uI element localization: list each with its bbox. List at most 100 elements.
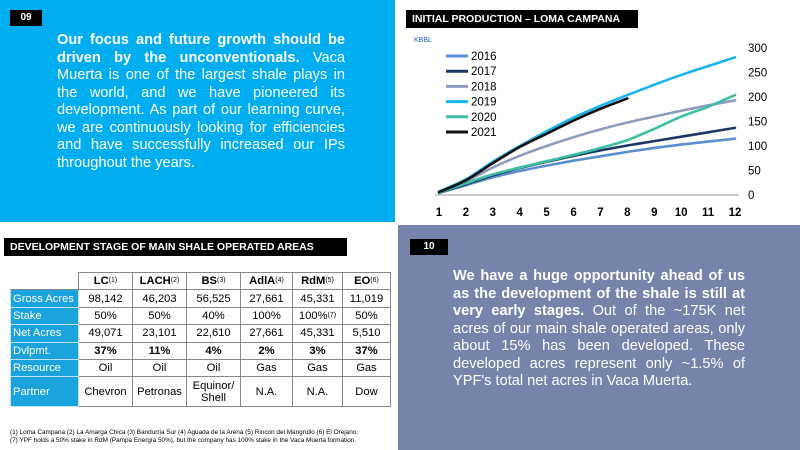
table-cell: 4% (186, 341, 241, 360)
y-tick-label: 150 (748, 117, 767, 129)
y-tick-label: 300 (748, 43, 767, 55)
x-tick-label: 6 (570, 207, 576, 219)
slide-09-body: Vaca Muerta is one of the largest shale … (57, 49, 345, 171)
table-cell: 23,101 (132, 324, 187, 343)
table-cell: Gas (292, 358, 343, 378)
legend-label-2018: 2018 (471, 81, 497, 93)
x-tick-label: 11 (702, 207, 715, 219)
table-row-gross-acres: Gross Acres 98,142 46,203 56,525 27,661 … (10, 289, 391, 308)
series-line-2020 (437, 93, 737, 194)
table-row-development: Dvlpmt. 37% 11% 4% 2% 3% 37% (10, 341, 391, 360)
x-tick-label: 1 (436, 207, 443, 219)
table-cell: 50% (342, 306, 391, 326)
x-tick-label: 3 (490, 207, 496, 219)
legend-label-2019: 2019 (471, 97, 497, 109)
table-cell: 98,142 (78, 289, 133, 308)
table-row-partner: Partner Chevron Petronas Equinor/ Shell … (10, 376, 391, 408)
table-corner-cell (10, 272, 79, 291)
legend-label-2020: 2020 (471, 112, 497, 124)
slide-09-text: Our focus and future growth should be dr… (57, 32, 345, 172)
table-cell: 45,331 (292, 324, 343, 343)
table-cell: Gas (342, 358, 391, 378)
table-cell: Dow (342, 376, 391, 408)
table-row-net-acres: Net Acres 49,071 23,101 22,610 27,661 45… (10, 324, 391, 343)
legend-label-2016: 2016 (471, 51, 497, 63)
table-cell: 50% (78, 306, 133, 326)
table-cell: 27,661 (240, 289, 293, 308)
table-cell: 50% (132, 306, 187, 326)
table-cell: 3% (292, 341, 343, 360)
table-cell: 11% (132, 341, 187, 360)
table-cell: Oil (78, 358, 133, 378)
footnote-2: (7) YPF holds a 50% stake in RdM (Pampa … (10, 437, 357, 444)
table-cell: 27,661 (240, 324, 293, 343)
x-tick-label: 4 (517, 207, 524, 219)
table-cell: 11,019 (342, 289, 391, 308)
table-cell: 56,525 (186, 289, 241, 308)
table-cell: 46,203 (132, 289, 187, 308)
column-header-adla: AdlA(4) (240, 271, 293, 291)
table-cell: Petronas (132, 376, 187, 408)
x-tick-label: 2 (463, 207, 469, 219)
row-label: Gross Acres (10, 289, 79, 308)
column-header-eo: EO(6) (342, 271, 391, 291)
legend-label-2017: 2017 (471, 66, 497, 78)
column-header-lc: LC(1) (78, 271, 133, 291)
table-cell: Oil (132, 358, 187, 378)
table-cell: 5,510 (342, 324, 391, 343)
table-cell: 2% (240, 341, 293, 360)
legend-label-2021: 2021 (471, 127, 497, 139)
slide-09-lead: Our focus and future growth should be dr… (57, 32, 345, 66)
chart-panel: INITIAL PRODUCTION – LOMA CAMPANA KBBL 1… (398, 0, 800, 222)
table-cell: N.A. (240, 376, 293, 408)
table-cell: Chevron (78, 376, 133, 408)
slide-10-body: Out of the ~175K net acres of our main s… (453, 303, 745, 389)
slide-number-10: 10 (410, 239, 448, 255)
x-tick-label: 8 (624, 207, 631, 219)
table-cell: 49,071 (78, 324, 133, 343)
row-label: Partner (10, 376, 79, 408)
y-tick-label: 250 (748, 68, 767, 80)
x-tick-label: 9 (651, 207, 657, 219)
series-line-2016 (437, 137, 737, 195)
slide-10-panel: 10 We have a huge opportunity ahead of u… (398, 225, 800, 450)
table-row-resource: Resource Oil Oil Oil Gas Gas Gas (10, 358, 391, 378)
table-cell: 37% (78, 341, 133, 360)
slide-10-lead: We have a huge opportunity ahead of us a… (453, 268, 745, 319)
x-tick-label: 12 (729, 207, 742, 219)
series-line-2018 (437, 99, 737, 194)
x-tick-label: 10 (675, 207, 688, 219)
series-line-2021 (437, 97, 629, 194)
column-header-lach: LACH(2) (132, 271, 187, 291)
table-cell: 40% (186, 306, 241, 326)
x-tick-label: 5 (543, 207, 550, 219)
development-table: LC(1) LACH(2) BS(3) AdlA(4) RdM(5) EO(6)… (10, 271, 391, 408)
table-cell: Gas (240, 358, 293, 378)
table-cell: 37% (342, 341, 391, 360)
column-header-bs: BS(3) (186, 271, 241, 291)
column-header-rdm: RdM(5) (292, 271, 343, 291)
development-header: DEVELOPMENT STAGE OF MAIN SHALE OPERATED… (4, 238, 347, 256)
y-tick-label: 50 (748, 166, 761, 178)
table-cell: 100% (240, 306, 293, 326)
table-row-stake: Stake 50% 50% 40% 100% 100%(7) 50% (10, 306, 391, 326)
slide-09-panel: 09 Our focus and future growth should be… (0, 0, 395, 222)
slide-10-text: We have a huge opportunity ahead of us a… (453, 268, 745, 391)
y-tick-label: 100 (748, 141, 767, 153)
row-label: Resource (10, 358, 79, 378)
table-cell: 45,331 (292, 289, 343, 308)
chart-unit-label: KBBL (414, 37, 432, 44)
table-cell: 22,610 (186, 324, 241, 343)
row-label: Dvlpmt. (10, 341, 79, 360)
row-label: Net Acres (10, 324, 79, 343)
chart-header: INITIAL PRODUCTION – LOMA CAMPANA (406, 10, 638, 28)
table-header-row: LC(1) LACH(2) BS(3) AdlA(4) RdM(5) EO(6) (10, 271, 391, 291)
footnote-1: (1) Loma Campana (2) La Amarga Chica (3)… (10, 429, 359, 436)
row-label: Stake (10, 306, 79, 326)
table-cell: N.A. (292, 376, 343, 408)
table-cell: 100%(7) (292, 306, 343, 326)
table-cell: Oil (186, 358, 241, 378)
table-cell: Equinor/ Shell (186, 376, 241, 408)
x-tick-label: 7 (597, 207, 603, 219)
y-tick-label: 200 (748, 92, 767, 104)
